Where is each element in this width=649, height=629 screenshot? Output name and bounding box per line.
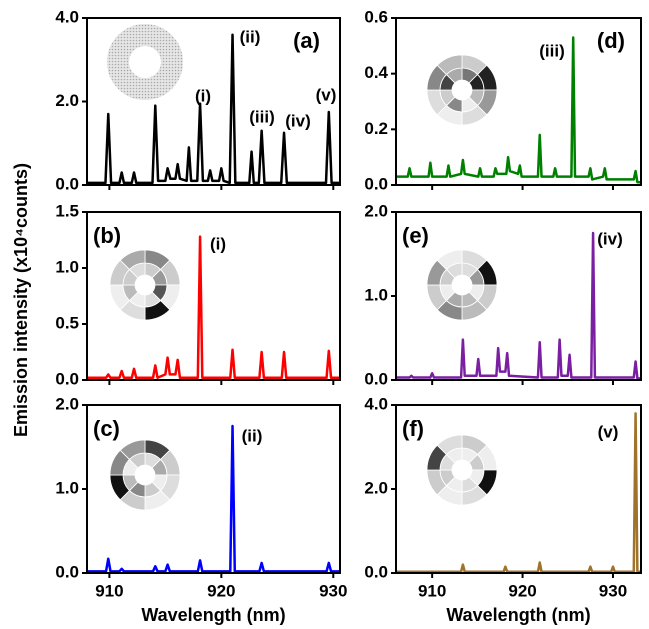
- panel-label: (e): [402, 223, 429, 248]
- y-tick-label: 1.0: [364, 285, 388, 304]
- spectrum-line: [396, 412, 641, 573]
- peak-annotation: (i): [210, 234, 226, 253]
- plot-frame: [86, 17, 341, 186]
- panel-label: (d): [597, 28, 625, 53]
- y-tick-label: 1.0: [55, 478, 79, 497]
- x-tick-label: 930: [599, 581, 627, 600]
- inset-segment: [436, 434, 463, 456]
- inset-ring: [107, 24, 183, 100]
- y-axis-label: Emission intensity (x10⁴counts): [11, 163, 31, 437]
- y-tick-label: 4.0: [364, 394, 388, 413]
- plot-frame: [395, 17, 642, 186]
- peak-annotation: (ii): [242, 426, 263, 445]
- y-tick-label: 0.0: [55, 174, 79, 193]
- inset-segment: [436, 54, 463, 76]
- inset-segment: [119, 439, 146, 461]
- plot-frame: [395, 211, 642, 381]
- y-tick-label: 2.0: [364, 201, 388, 220]
- y-tick-label: 2.0: [55, 394, 79, 413]
- peak-annotation: (i): [195, 86, 211, 105]
- x-tick-label: 910: [95, 581, 123, 600]
- peak-annotation: (ii): [240, 27, 261, 46]
- peak-annotation: (iv): [285, 111, 311, 130]
- y-tick-label: 0.0: [364, 562, 388, 581]
- x-tick-label: 920: [508, 581, 536, 600]
- spectrum-line: [87, 424, 340, 573]
- y-tick-label: 0.6: [364, 7, 388, 26]
- plot-frame: [395, 404, 642, 574]
- panel-label: (b): [93, 223, 121, 248]
- spectrum-line: [87, 235, 340, 380]
- peak-annotation: (iii): [249, 107, 275, 126]
- y-tick-label: 2.0: [364, 478, 388, 497]
- inset-segment: [436, 249, 463, 271]
- peak-annotation: (iv): [597, 229, 623, 248]
- plot-frame: [86, 211, 341, 381]
- spectrum-line: [396, 36, 641, 184]
- plot-frame: [86, 404, 341, 574]
- panel-label: (c): [93, 416, 120, 441]
- panel-label: (a): [293, 28, 320, 53]
- y-tick-label: 4.0: [55, 7, 79, 26]
- peak-annotation: (v): [316, 85, 337, 104]
- y-tick-label: 1.5: [55, 201, 79, 220]
- x-tick-label: 910: [418, 581, 446, 600]
- y-tick-label: 0.5: [55, 313, 79, 332]
- y-tick-label: 0.0: [364, 369, 388, 388]
- peak-annotation: (iii): [539, 41, 565, 60]
- peak-annotation: (v): [598, 422, 619, 441]
- y-tick-label: 0.2: [364, 119, 388, 138]
- y-tick-label: 0.0: [364, 174, 388, 193]
- y-tick-label: 2.0: [55, 91, 79, 110]
- inset-segment: [119, 249, 146, 271]
- spectrum-line: [396, 231, 641, 380]
- x-tick-label: 920: [207, 581, 235, 600]
- x-axis-label: Wavelength (nm): [446, 605, 590, 625]
- spectrum-line: [87, 33, 340, 185]
- y-tick-label: 0.4: [364, 63, 388, 82]
- y-tick-label: 0.0: [55, 562, 79, 581]
- x-tick-label: 930: [319, 581, 347, 600]
- y-tick-label: 0.0: [55, 369, 79, 388]
- panel-label: (f): [402, 416, 424, 441]
- y-tick-label: 1.0: [55, 257, 79, 276]
- x-axis-label: Wavelength (nm): [141, 605, 285, 625]
